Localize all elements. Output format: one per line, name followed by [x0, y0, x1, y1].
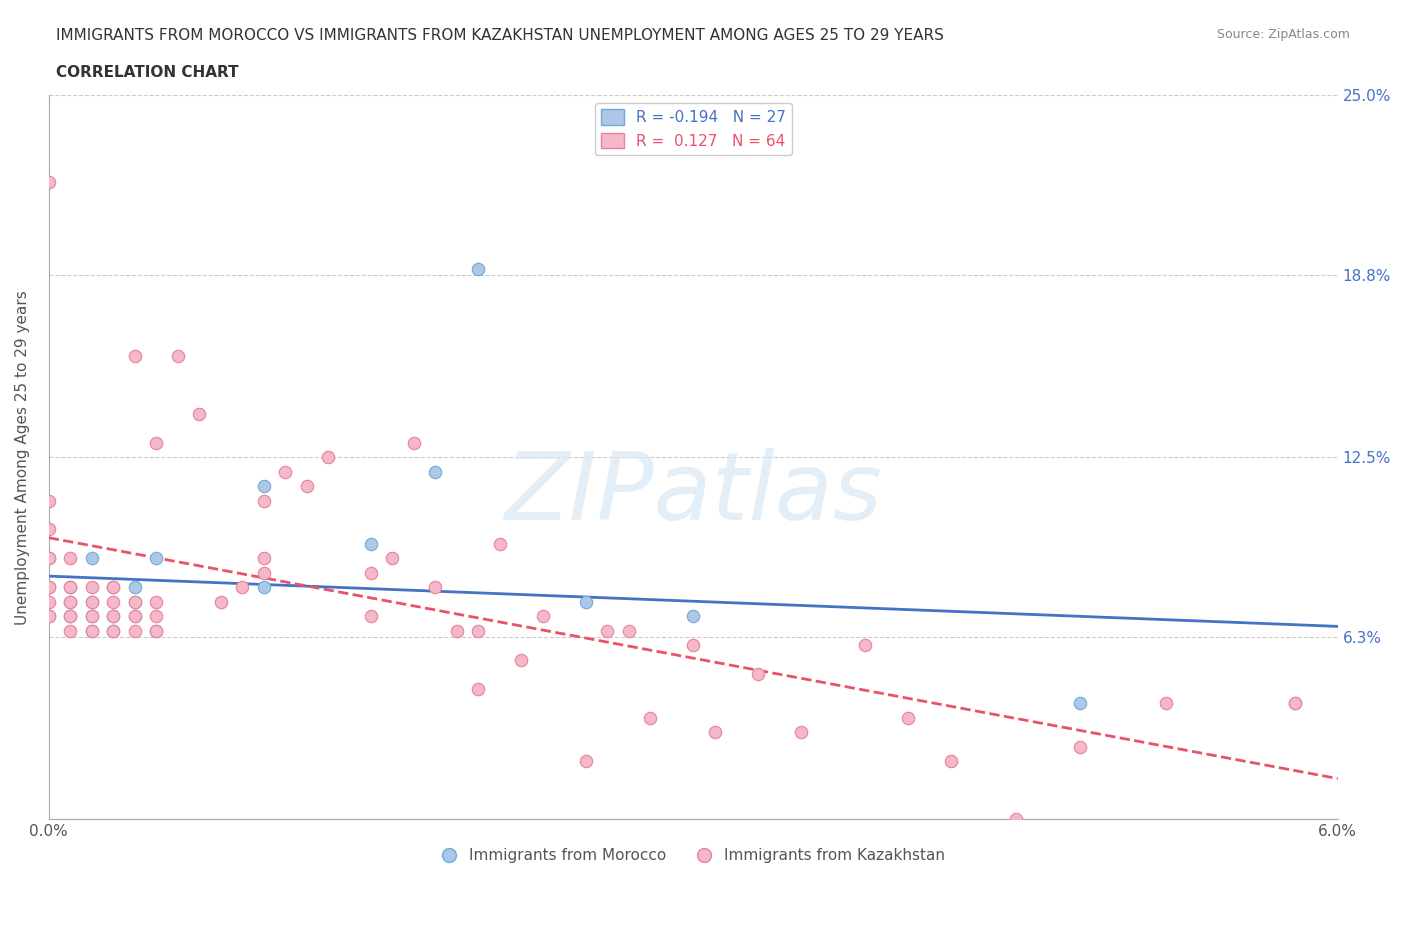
Point: [145, 435, 167, 450]
Point: [145, 551, 167, 565]
Point: [252, 493, 274, 508]
Point: [1284, 696, 1306, 711]
Point: [124, 594, 146, 609]
Point: [510, 652, 533, 667]
Point: [939, 753, 962, 768]
Point: [747, 667, 769, 682]
Point: [59, 594, 82, 609]
Point: [853, 638, 876, 653]
Point: [252, 565, 274, 580]
Text: IMMIGRANTS FROM MOROCCO VS IMMIGRANTS FROM KAZAKHSTAN UNEMPLOYMENT AMONG AGES 25: IMMIGRANTS FROM MOROCCO VS IMMIGRANTS FR…: [56, 28, 943, 43]
Point: [59, 580, 82, 595]
Point: [38, 580, 60, 595]
Point: [59, 580, 82, 595]
Point: [145, 623, 167, 638]
Point: [446, 623, 468, 638]
Point: [789, 724, 811, 739]
Point: [103, 609, 125, 624]
Point: [80, 609, 103, 624]
Point: [1069, 739, 1091, 754]
Point: [124, 623, 146, 638]
Point: [402, 435, 425, 450]
Point: [38, 493, 60, 508]
Legend: Immigrants from Morocco, Immigrants from Kazakhstan: Immigrants from Morocco, Immigrants from…: [436, 842, 952, 870]
Point: [360, 565, 382, 580]
Point: [316, 450, 339, 465]
Point: [360, 609, 382, 624]
Point: [575, 753, 598, 768]
Point: [531, 609, 554, 624]
Point: [381, 551, 404, 565]
Point: [425, 580, 447, 595]
Point: [166, 349, 188, 364]
Point: [80, 594, 103, 609]
Point: [38, 594, 60, 609]
Point: [252, 551, 274, 565]
Point: [59, 551, 82, 565]
Point: [575, 594, 598, 609]
Point: [80, 580, 103, 595]
Point: [467, 623, 489, 638]
Text: ZIPatlas: ZIPatlas: [505, 448, 882, 538]
Point: [103, 609, 125, 624]
Point: [209, 594, 232, 609]
Point: [38, 522, 60, 537]
Point: [38, 175, 60, 190]
Point: [59, 623, 82, 638]
Point: [103, 580, 125, 595]
Point: [425, 464, 447, 479]
Point: [38, 609, 60, 624]
Point: [467, 681, 489, 696]
Point: [124, 609, 146, 624]
Point: [80, 551, 103, 565]
Text: CORRELATION CHART: CORRELATION CHART: [56, 65, 239, 80]
Point: [38, 580, 60, 595]
Point: [897, 711, 920, 725]
Point: [640, 711, 662, 725]
Point: [1154, 696, 1177, 711]
Point: [1004, 811, 1026, 826]
Point: [103, 623, 125, 638]
Point: [80, 623, 103, 638]
Point: [252, 479, 274, 494]
Point: [124, 609, 146, 624]
Point: [188, 406, 211, 421]
Point: [682, 638, 704, 653]
Point: [1284, 696, 1306, 711]
Point: [38, 551, 60, 565]
Point: [231, 580, 253, 595]
Point: [80, 609, 103, 624]
Point: [38, 609, 60, 624]
Point: [59, 609, 82, 624]
Point: [103, 580, 125, 595]
Point: [703, 724, 725, 739]
Point: [145, 609, 167, 624]
Point: [124, 594, 146, 609]
Point: [124, 580, 146, 595]
Point: [360, 537, 382, 551]
Point: [274, 464, 297, 479]
Point: [80, 594, 103, 609]
Point: [489, 537, 512, 551]
Point: [145, 594, 167, 609]
Point: [38, 551, 60, 565]
Text: Source: ZipAtlas.com: Source: ZipAtlas.com: [1216, 28, 1350, 41]
Point: [59, 594, 82, 609]
Point: [145, 623, 167, 638]
Point: [103, 594, 125, 609]
Point: [252, 580, 274, 595]
Point: [596, 623, 619, 638]
Point: [103, 623, 125, 638]
Point: [80, 623, 103, 638]
Point: [617, 623, 640, 638]
Point: [59, 609, 82, 624]
Y-axis label: Unemployment Among Ages 25 to 29 years: Unemployment Among Ages 25 to 29 years: [15, 290, 30, 625]
Point: [1069, 696, 1091, 711]
Point: [682, 609, 704, 624]
Point: [467, 261, 489, 276]
Point: [295, 479, 318, 494]
Point: [124, 349, 146, 364]
